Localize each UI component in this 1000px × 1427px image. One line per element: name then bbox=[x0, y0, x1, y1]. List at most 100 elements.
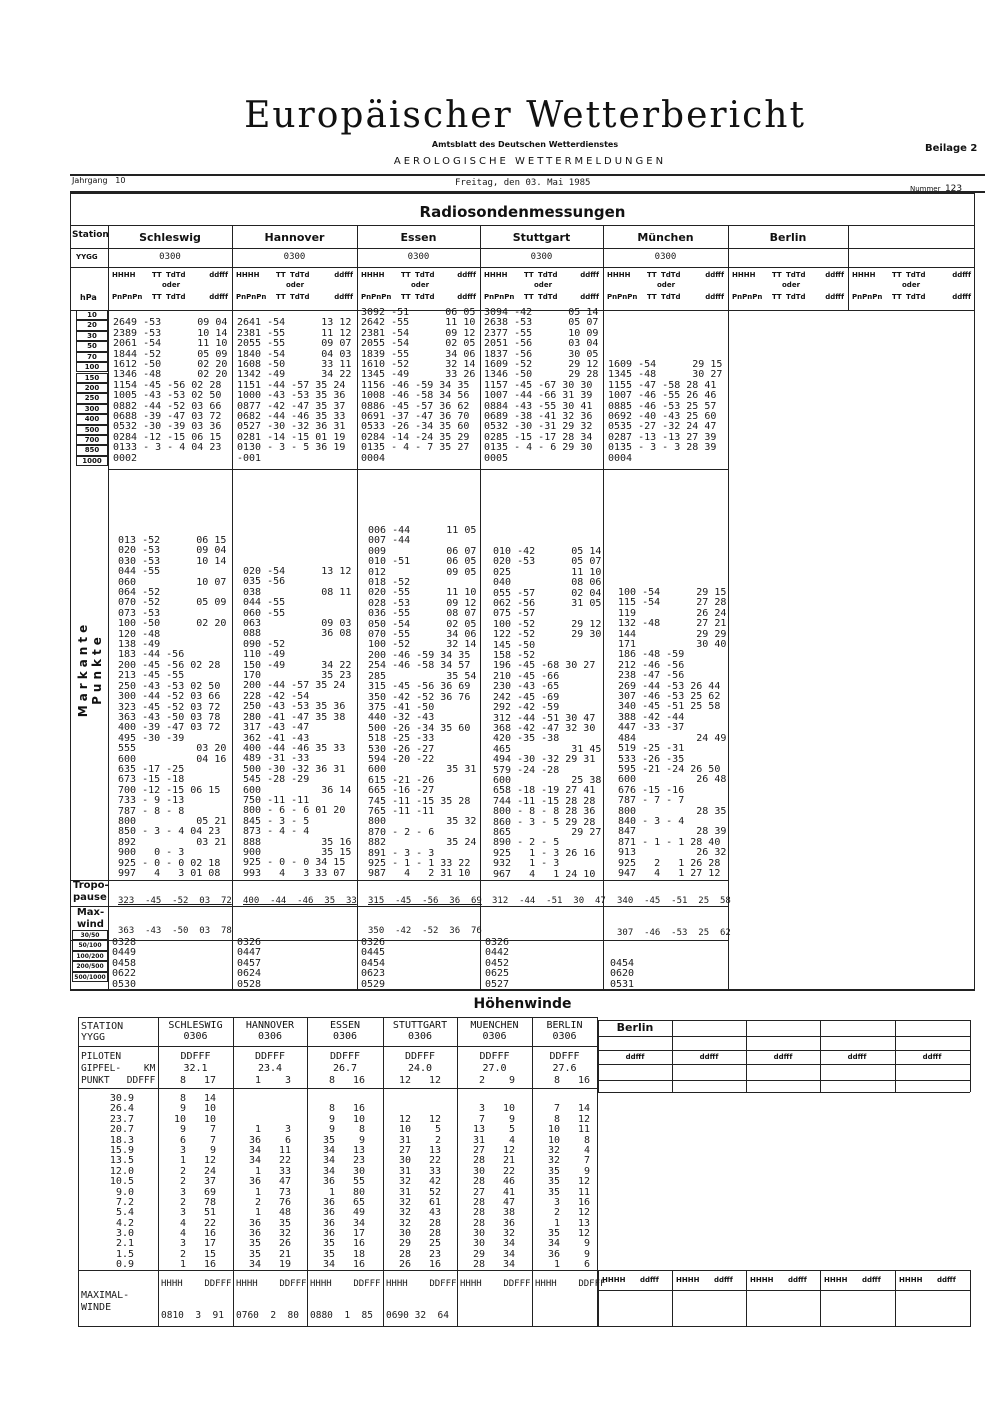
hw-station-yygg: 0306 bbox=[183, 1031, 208, 1042]
stuttgart-thickness: 0326 0442 0452 0625 0527 bbox=[485, 937, 509, 990]
hhhh-label: HHHH bbox=[236, 271, 260, 279]
list-item: 0449 bbox=[112, 947, 137, 959]
list-item: 800 05 21 bbox=[118, 815, 227, 827]
level-label: 500 bbox=[76, 424, 108, 435]
wind-dd: 8 bbox=[553, 1075, 560, 1086]
list-item: 1345 -49 33 26 bbox=[361, 369, 476, 381]
rule bbox=[70, 191, 985, 193]
list-item: 1008 -46 -58 34 56 bbox=[361, 390, 470, 402]
ddfff-label: ddfff bbox=[209, 271, 228, 279]
list-item: 800 28 35 bbox=[618, 805, 727, 817]
maxwind-muenchen: 307 -46 -53 25 62 bbox=[617, 928, 731, 938]
list-item: 847 28 39 bbox=[618, 826, 727, 838]
wind-dd: 2 bbox=[478, 1075, 485, 1086]
list-item: 242 -45 -69 bbox=[493, 691, 560, 703]
list-item: 925 2 1 26 28 bbox=[618, 857, 721, 869]
wind-dd: 1 bbox=[254, 1075, 261, 1086]
wind-row: 27 12 bbox=[465, 1144, 515, 1156]
wind-ff: 16 bbox=[428, 1259, 441, 1271]
wind-dd: 31 bbox=[398, 1134, 411, 1146]
wind-dd: 1 bbox=[553, 1217, 560, 1229]
wind-dd: 34 bbox=[322, 1259, 335, 1271]
wind-ff: 13 bbox=[428, 1144, 441, 1156]
list-item: 850 - 3 - 4 04 23 bbox=[118, 826, 221, 838]
wind-ff: 80 bbox=[352, 1186, 365, 1198]
hw-gipfel-km: 27.0 bbox=[482, 1063, 507, 1074]
wind-row: 32 43 bbox=[391, 1207, 441, 1218]
list-item: 060 10 07 bbox=[118, 576, 227, 588]
wind-ff: 3 bbox=[284, 1124, 291, 1136]
wind-row: 3 69 bbox=[166, 1187, 216, 1198]
list-item: 1345 -48 30 27 bbox=[608, 369, 723, 381]
wind-row: 36 55 bbox=[315, 1176, 365, 1188]
tropopause-label: Tropo- pause bbox=[73, 880, 109, 903]
wind-row: 36 49 bbox=[315, 1207, 365, 1218]
list-item: 0692 -40 -43 25 60 bbox=[608, 411, 717, 423]
list-item: 340 -45 -51 25 58 bbox=[618, 701, 721, 713]
list-item: 020 -55 11 10 bbox=[368, 587, 477, 599]
wind-row: 32 61 bbox=[391, 1197, 441, 1208]
form-ddfff: ddfff bbox=[699, 1053, 719, 1061]
wind-row: 2 24 bbox=[166, 1166, 216, 1177]
list-item: 100 -52 29 12 bbox=[493, 618, 602, 630]
list-item: 15.9 bbox=[109, 1144, 134, 1156]
wind-dd: 34 bbox=[248, 1155, 261, 1167]
wind-dd: 35 bbox=[547, 1228, 560, 1240]
list-item: 595 -21 -24 26 50 bbox=[618, 763, 721, 775]
wind-row: 34 30 bbox=[315, 1166, 365, 1177]
station-name: Hannover bbox=[264, 231, 325, 244]
wind-ff: 6 bbox=[284, 1134, 291, 1146]
station-name: Schleswig bbox=[139, 231, 201, 244]
wind-dd: 7 bbox=[478, 1113, 485, 1125]
wind-row: 2 12 bbox=[540, 1207, 590, 1218]
list-item: 1609 -52 29 12 bbox=[484, 359, 599, 371]
muenchen-significant: 100 -54 29 15 115 -54 27 28 119 26 24 132 -… bbox=[618, 587, 727, 879]
hw-station-name: BERLIN bbox=[546, 1020, 583, 1031]
level-label: 700 bbox=[76, 435, 108, 446]
wind-row: 3 51 bbox=[166, 1207, 216, 1218]
hw-station-yygg: 0306 bbox=[257, 1031, 283, 1042]
list-item: 440 -32 -43 bbox=[368, 712, 435, 724]
wind-dd: 1 bbox=[179, 1259, 186, 1271]
list-item: 368 -42 -47 32 30 bbox=[493, 722, 596, 734]
list-item: 070 -52 05 09 bbox=[118, 597, 227, 609]
list-item: 0528 bbox=[237, 978, 262, 990]
hw-gipfel-km: 24.0 bbox=[407, 1063, 433, 1074]
hw-wind-column: 8 14 9 10 10 10 9 7 6 7 3 9 1 12 2 24 2 37 3 69 2 78 3 51 4 22 4 16… bbox=[166, 1093, 216, 1271]
wind-ff: 73 bbox=[278, 1186, 291, 1198]
tropopause-stuttgart: 312 -44 -51 30 47 bbox=[492, 896, 606, 906]
list-item: 0530 bbox=[112, 978, 137, 990]
list-item: 254 -46 -58 34 57 bbox=[368, 660, 471, 672]
list-item: 600 35 31 bbox=[368, 764, 477, 776]
wind-ff: 8 bbox=[358, 1124, 365, 1136]
rule bbox=[598, 1290, 970, 1291]
hw-ddfff: DDFFF bbox=[549, 1051, 580, 1062]
station-yygg: 0300 bbox=[530, 252, 553, 262]
list-item bbox=[608, 308, 722, 318]
tdtd-label: TdTd bbox=[290, 271, 310, 279]
list-item: 733 - 9 -13 bbox=[118, 795, 185, 807]
tt-label: TT bbox=[152, 293, 162, 301]
tt-label: TT bbox=[647, 271, 657, 279]
list-item: 315 -45 -56 36 69 bbox=[368, 681, 471, 693]
list-item: 363 -43 -50 03 78 bbox=[118, 711, 221, 723]
list-item: 518 -25 -33 bbox=[368, 733, 435, 745]
hw-max-header: HHHH DDFFF bbox=[161, 1279, 232, 1289]
list-item: 925 - 0 - 0 34 15 bbox=[243, 857, 346, 869]
wind-ff: 33 bbox=[428, 1165, 441, 1177]
wind-row: 9 10 bbox=[315, 1113, 365, 1125]
nummer-value: 123 bbox=[944, 184, 963, 194]
hw-gipfel-wind: 12 12 bbox=[391, 1075, 441, 1086]
wind-dd: 34 bbox=[322, 1144, 335, 1156]
wind-ff: 55 bbox=[352, 1176, 365, 1188]
wind-row: 2 37 bbox=[166, 1176, 216, 1187]
list-item: 0454 bbox=[361, 957, 386, 969]
wind-dd: 27 bbox=[472, 1144, 485, 1156]
hw-wind-column: 1 3 36 6 34 11 34 22 1 33 36 47 1 73 2 76 1 48 36 35 36 32 35 2… bbox=[241, 1094, 291, 1271]
wind-ff: 10 bbox=[502, 1103, 515, 1115]
wind-ff: 10 bbox=[352, 1113, 365, 1125]
list-item: 2389 -53 10 14 bbox=[113, 327, 228, 339]
column-header: HHHH TT TdTd ddfff oder PnPnPn TT TdTd ddfff bbox=[852, 271, 971, 307]
list-item: 967 4 1 24 10 bbox=[493, 868, 596, 880]
ddfff-label: ddfff bbox=[580, 271, 599, 279]
